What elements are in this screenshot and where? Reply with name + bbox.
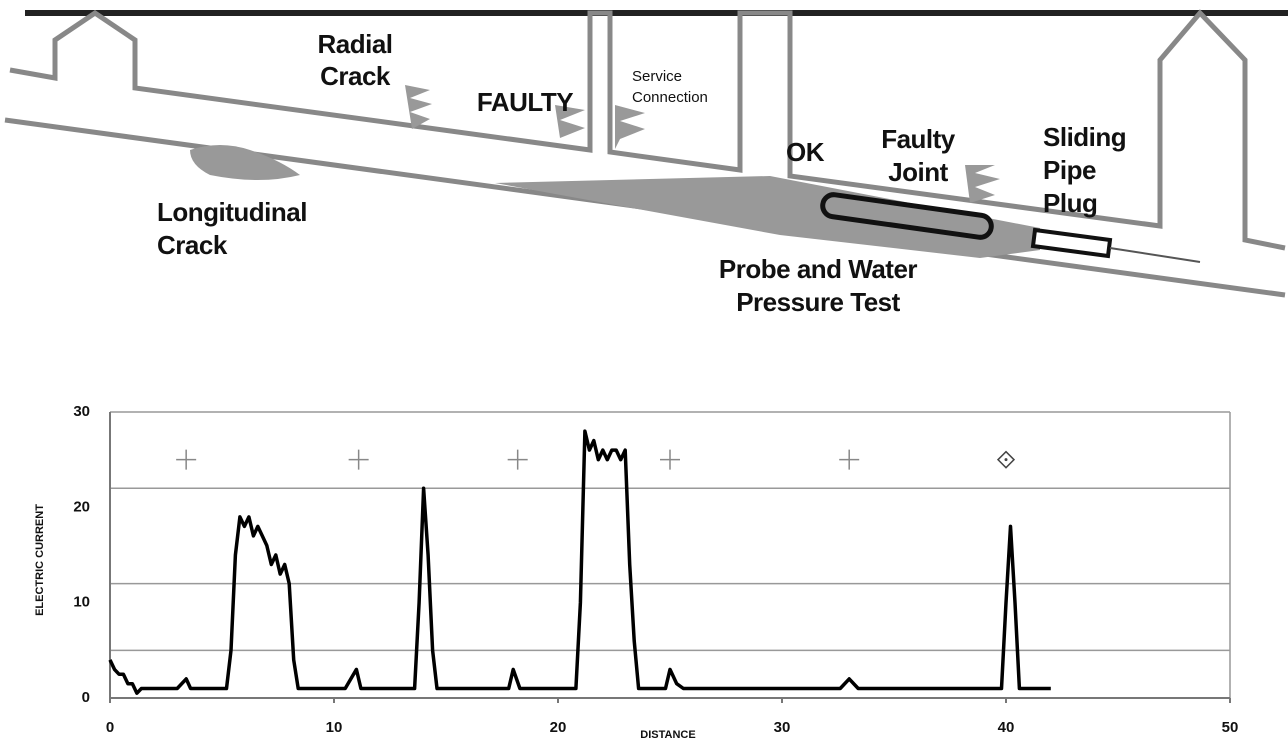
marker — [839, 450, 859, 470]
label: Pressure Test — [736, 287, 900, 317]
data-line — [110, 431, 1051, 693]
plug-line — [1110, 248, 1200, 262]
label: Probe and Water — [719, 254, 918, 284]
marker-dot — [1005, 458, 1008, 461]
x-tick-label: 40 — [998, 719, 1015, 736]
label: OK — [786, 137, 825, 167]
figure: Radial Crack FAULTY Service Connection O… — [0, 0, 1288, 743]
y-tick-label: 30 — [73, 403, 90, 420]
label: Plug — [1043, 188, 1097, 218]
y-axis-label: ELECTRIC CURRENT — [34, 504, 46, 616]
label: Service — [632, 68, 682, 85]
y-tick-label: 20 — [73, 498, 90, 515]
label: Faulty — [881, 124, 956, 154]
label: Pipe — [1043, 155, 1096, 185]
x-axis-label: DISTANCE — [640, 729, 695, 741]
radial-crack-mark — [405, 85, 432, 129]
label: Connection — [632, 89, 708, 106]
x-tick-label: 30 — [774, 719, 791, 736]
label: FAULTY — [477, 87, 573, 117]
y-tick-label: 10 — [73, 594, 90, 611]
label: Joint — [888, 157, 948, 187]
pipe-diagram: Radial Crack FAULTY Service Connection O… — [5, 13, 1288, 317]
x-tick-label: 0 — [106, 719, 114, 736]
label: Longitudinal — [157, 197, 307, 227]
label: Radial — [317, 29, 392, 59]
label: Sliding — [1043, 122, 1126, 152]
y-tick-label: 0 — [82, 689, 90, 706]
pipe-plug — [1033, 230, 1110, 256]
longitudinal-crack-mark — [190, 145, 300, 180]
marker — [660, 450, 680, 470]
x-tick-label: 10 — [326, 719, 343, 736]
test-zone — [495, 176, 1040, 258]
marker — [176, 450, 196, 470]
label: Crack — [157, 230, 228, 260]
label: Crack — [320, 61, 391, 91]
marker — [349, 450, 369, 470]
x-tick-label: 20 — [550, 719, 567, 736]
faulty-joint-mark — [965, 165, 1000, 203]
marker — [508, 450, 528, 470]
x-tick-label: 50 — [1222, 719, 1239, 736]
